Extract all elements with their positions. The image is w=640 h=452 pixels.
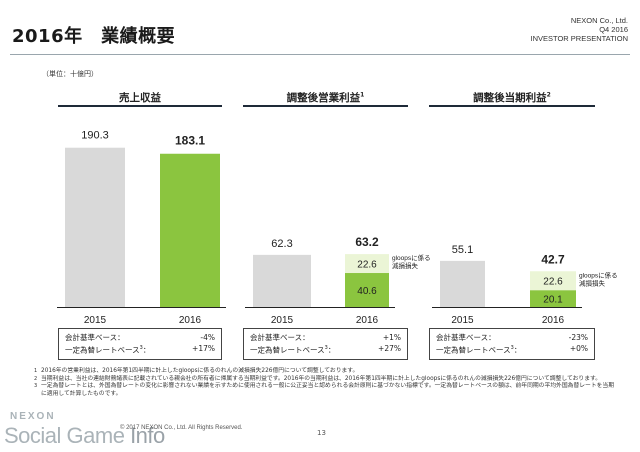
section-header-revenue: 売上収益 — [58, 86, 222, 112]
section-header-operating-income: 調整後営業利益1 — [243, 86, 408, 112]
basis-row-constant: 一定為替レートベース3： +27% — [250, 343, 401, 356]
bar — [160, 153, 220, 307]
header-rule — [10, 54, 630, 55]
footnote-number: 3 — [34, 383, 38, 390]
basis-row-accounting: 会計基準ベース： +1% — [250, 332, 401, 343]
copyright: © 2017 NEXON Co., Ltd. All Rights Reserv… — [120, 425, 243, 431]
section-header-net-income: 調整後当期利益2 — [429, 86, 595, 112]
footnote-text: 2016年の営業利益は、2016年第1四半期に計上したgloopsに係るのれんの… — [41, 368, 359, 374]
bar — [65, 147, 125, 307]
basis-row-accounting: 会計基準ベース： -4% — [65, 332, 215, 343]
x-tick-label: 2016 — [542, 315, 565, 326]
bar-total-label: 63.2 — [355, 235, 379, 249]
bar-total-label: 42.7 — [541, 252, 565, 266]
presentation-label: INVESTOR PRESENTATION — [530, 34, 628, 43]
footnote-text: 当期利益は、当社の連結財務諸表に記載されている親会社の所有者に帰属する当期利益で… — [41, 375, 602, 382]
basis-value: +0% — [569, 344, 588, 353]
impairment-annotation: 減損損失 — [579, 278, 606, 287]
bar-total-label: 62.3 — [271, 238, 292, 250]
bar-total-label: 55.1 — [452, 244, 473, 256]
basis-sup: 3 — [139, 345, 143, 351]
basis-box-revenue: 会計基準ベース： -4% 一定為替レートベース3： +17% — [58, 328, 222, 360]
basis-label: 会計基準ベース： — [436, 333, 496, 342]
bar-value-label: 190.3 — [81, 130, 109, 142]
basis-colon: ： — [142, 345, 151, 355]
basis-colon: ： — [327, 345, 336, 355]
x-tick-label: 2016 — [179, 315, 202, 326]
impairment-annotation: 減損損失 — [392, 261, 419, 270]
section-underline — [243, 105, 408, 107]
basis-sup: 3 — [324, 345, 328, 351]
segment-value-label: 22.6 — [543, 277, 563, 288]
watermark-text-a: Social Game — [4, 423, 131, 448]
footnote-number: 1 — [34, 368, 38, 374]
basis-box-net-income: 会計基準ベース： -23% 一定為替レートベース3： +0% — [429, 328, 595, 360]
section-sup: 2 — [546, 91, 551, 99]
basis-row-constant: 一定為替レートベース3： +0% — [436, 343, 588, 356]
footnote: 1 2016年の営業利益は、2016年第1四半期に計上したgloopsに係るのれん… — [34, 368, 619, 376]
basis-row-constant: 一定為替レートベース3： +17% — [65, 343, 215, 356]
impairment-annotation: gloopsに係る — [579, 270, 618, 279]
footnote: 2 当期利益は、当社の連結財務諸表に記載されている親会社の所有者に帰属する当期利益… — [34, 376, 619, 384]
bar — [530, 290, 576, 307]
nexon-logo: NEXON — [10, 411, 56, 422]
section-title: 調整後当期利益 — [473, 92, 547, 104]
basis-label: 会計基準ベース： — [250, 333, 310, 342]
unit-label: （単位：十億円） — [42, 70, 98, 78]
basis-box-operating-income: 会計基準ベース： +1% 一定為替レートベース3： +27% — [243, 328, 408, 360]
basis-value: +17% — [192, 344, 215, 353]
x-tick-label: 2015 — [271, 315, 294, 326]
bar-impairment-segment — [530, 271, 576, 291]
impairment-annotation: gloopsに係る — [392, 253, 431, 262]
basis-value: +27% — [378, 344, 401, 353]
x-tick-label: 2015 — [451, 315, 474, 326]
watermark-text: Social Game Info — [4, 423, 165, 449]
company-info: NEXON Co., Ltd. Q4 2016 INVESTOR PRESENT… — [530, 16, 628, 43]
bar-value-label: 183.1 — [175, 134, 205, 148]
section-sup: 1 — [360, 91, 365, 99]
bar — [253, 254, 311, 307]
section-underline — [58, 105, 222, 107]
segment-value-label: 20.1 — [543, 295, 563, 306]
bar-impairment-segment — [345, 254, 389, 274]
section-underline — [429, 105, 595, 107]
basis-row-accounting: 会計基準ベース： -23% — [436, 332, 588, 343]
x-tick-label: 2015 — [84, 315, 107, 326]
quarter-label: Q4 2016 — [599, 25, 628, 34]
segment-value-label: 22.6 — [357, 260, 377, 271]
basis-label: 会計基準ベース： — [65, 333, 125, 342]
basis-value: +1% — [382, 333, 401, 342]
footnote: 3 一定為替レートとは、外国為替レートの変化に影響されない業績を示すために使用され… — [34, 383, 619, 398]
footnotes: 1 2016年の営業利益は、2016年第1四半期に計上したgloopsに係るのれん… — [34, 368, 619, 398]
basis-colon: ： — [513, 345, 522, 355]
x-tick-label: 2016 — [356, 315, 379, 326]
page-number: 13 — [317, 429, 326, 437]
segment-value-label: 40.6 — [357, 286, 377, 297]
footnote-text: 一定為替レートとは、外国為替レートの変化に影響されない業績を示すために使用される… — [41, 383, 615, 397]
basis-label: 一定為替レートベース — [436, 345, 511, 355]
section-title: 調整後営業利益 — [286, 92, 361, 104]
bar — [345, 273, 389, 307]
basis-label: 一定為替レートベース — [250, 345, 325, 355]
bar — [440, 260, 485, 307]
company-name: NEXON Co., Ltd. — [570, 16, 628, 25]
watermark-text-b: Info — [130, 423, 165, 448]
basis-value: -23% — [568, 333, 588, 342]
footnote-number: 2 — [34, 375, 38, 382]
basis-label: 一定為替レートベース — [65, 345, 140, 355]
page-title: 2016年 業績概要 — [12, 26, 176, 47]
basis-sup: 3 — [510, 345, 514, 351]
basis-value: -4% — [200, 333, 215, 342]
section-title: 売上収益 — [119, 92, 161, 104]
